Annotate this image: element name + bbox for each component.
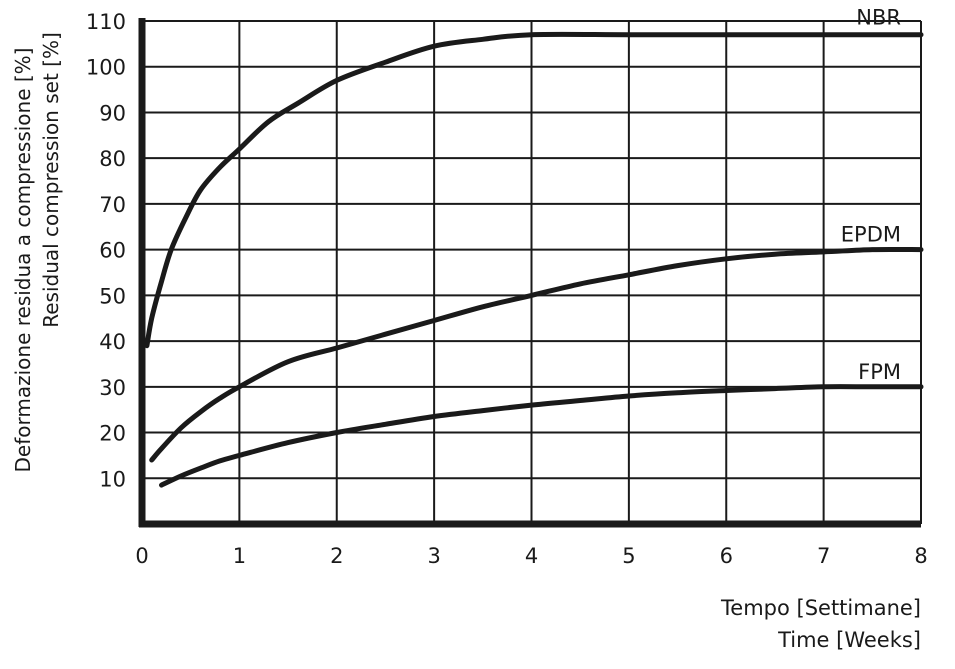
series-lines (144, 31, 924, 488)
x-tick-label-2: 2 (330, 544, 343, 568)
x-tick-labels: 0 1 2 3 4 5 6 7 8 (135, 544, 927, 568)
y-tick-label-30: 30 (99, 376, 126, 400)
y-axis-label-english: Residual compression set [%] (39, 32, 63, 328)
series-label-nbr: NBR (856, 6, 901, 30)
series-labels: NBR EPDM FPM (841, 6, 919, 384)
y-tick-labels: 10 20 30 40 50 60 70 80 90 100 110 (86, 10, 126, 491)
x-axis-label-english: Time [Weeks] (777, 628, 921, 652)
series-line-epdm (149, 246, 924, 463)
y-tick-label-50: 50 (99, 284, 126, 308)
y-tick-label-110: 110 (86, 10, 126, 34)
y-tick-label-40: 40 (99, 330, 126, 354)
y-axis-label-italian: Deformazione residua a compressione [%] (11, 48, 35, 473)
x-tick-label-0: 0 (135, 544, 148, 568)
x-tick-label-6: 6 (720, 544, 733, 568)
y-tick-label-100: 100 (86, 56, 126, 80)
x-tick-label-5: 5 (622, 544, 635, 568)
y-tick-label-20: 20 (99, 422, 126, 446)
x-tick-label-4: 4 (525, 544, 538, 568)
axes (138, 18, 921, 528)
series-label-epdm: EPDM (841, 223, 901, 247)
x-tick-label-3: 3 (427, 544, 440, 568)
x-tick-label-1: 1 (233, 544, 246, 568)
series-label-fpm: FPM (858, 360, 901, 384)
y-tick-label-90: 90 (99, 101, 126, 125)
series-line-nbr (144, 31, 924, 349)
x-tick-label-7: 7 (817, 544, 830, 568)
y-tick-label-80: 80 (99, 147, 126, 171)
series-line-fpm (159, 384, 924, 488)
y-tick-label-10: 10 (99, 467, 126, 491)
y-tick-label-60: 60 (99, 239, 126, 263)
y-tick-label-70: 70 (99, 193, 126, 217)
x-tick-label-8: 8 (914, 544, 927, 568)
x-axis-label-italian: Tempo [Settimane] (720, 596, 921, 620)
